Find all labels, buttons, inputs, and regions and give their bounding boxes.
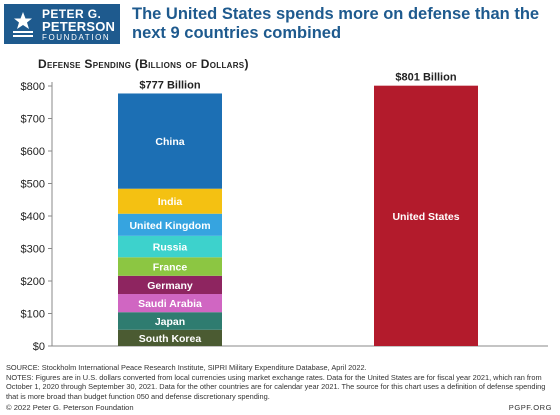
segment-label: Germany (147, 280, 193, 292)
segment-label: India (158, 196, 183, 208)
copyright: © 2022 Peter G. Peterson Foundation (6, 403, 134, 412)
bar-segment (118, 257, 222, 276)
y-tick-label: $300 (21, 244, 45, 256)
segment-label: South Korea (139, 333, 202, 345)
y-tick-label: $800 (21, 81, 45, 93)
site-link[interactable]: PGPF.ORG (508, 403, 552, 412)
y-tick-label: $500 (21, 179, 45, 191)
segment-label: Japan (155, 316, 185, 328)
y-tick-label: $600 (21, 146, 45, 158)
y-tick-label: $200 (21, 276, 45, 288)
chart-title: The United States spends more on defense… (132, 5, 540, 42)
defense-spending-chart: $0 $100 $200 $300 $400 $500 $600 $700 $800 South … (21, 72, 548, 353)
logo-line-2: PETERSON (42, 19, 116, 34)
logo-line-1: PETER G. (42, 7, 102, 21)
y-tick-label: $700 (21, 114, 45, 126)
bar-segment (374, 85, 478, 347)
chart-subtitle: Defense Spending (Billions of Dollars) (38, 57, 249, 71)
bar-segment (118, 235, 222, 258)
segment-label: China (155, 136, 184, 148)
peterson-foundation-logo[interactable]: PETER G. PETERSON FOUNDATION (4, 4, 120, 44)
bar-segment (118, 294, 222, 313)
bar-total-label: $801 Billion (395, 72, 456, 84)
header: PETER G. PETERSON FOUNDATION The United … (0, 0, 560, 52)
bar-segment (118, 213, 222, 236)
footer-notes: SOURCE: Stockholm International Peace Re… (6, 363, 554, 401)
bar-segment (118, 188, 222, 214)
segment-label: United Kingdom (129, 220, 210, 232)
segment-label: United States (392, 211, 459, 223)
bar-segment (118, 275, 222, 294)
bar-segment (118, 329, 222, 346)
segment-label: Russia (153, 242, 188, 254)
segment-label: France (153, 262, 188, 274)
bar-segment (118, 312, 222, 330)
bar-segment (118, 93, 222, 189)
logo-line-3: FOUNDATION (42, 33, 111, 42)
segment-label: Saudi Arabia (138, 298, 202, 310)
y-tick-label: $400 (21, 211, 45, 223)
flag-star-icon (13, 12, 33, 37)
y-tick-label: $0 (33, 341, 45, 353)
bar-total-label: $777 Billion (139, 79, 200, 91)
notes-text: NOTES: Figures are in U.S. dollars conve… (6, 372, 546, 401)
source-note: SOURCE: Stockholm International Peace Re… (6, 363, 367, 372)
y-tick-label: $100 (21, 309, 45, 321)
